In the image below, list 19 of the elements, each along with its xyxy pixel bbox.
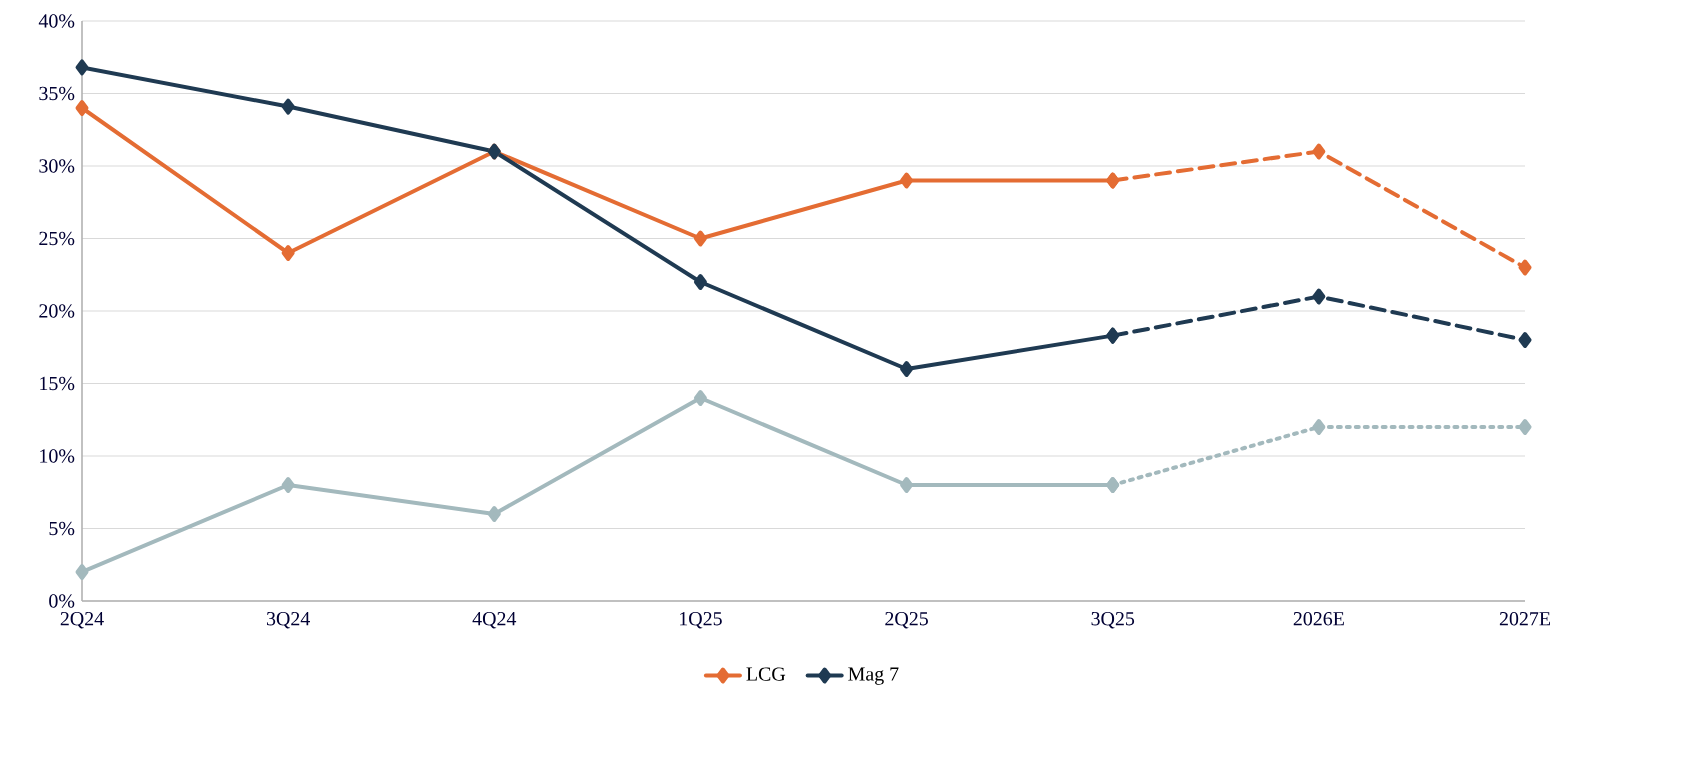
y-tick-label: 35% [39,86,75,101]
y-tick-label: 30% [39,159,75,173]
y-tick-label: 15% [40,376,75,391]
y-tick-label: 20% [39,304,75,318]
legend-label: Mag 7 [848,667,899,685]
legend-label: LCG [746,667,786,681]
x-tick-label: 4Q24 [472,612,517,629]
x-tick-label: 2026E [1293,612,1344,626]
y-tick-label: 25% [39,231,75,246]
x-tick-label: 1Q25 [680,612,722,629]
x-tick-label: 2027E [1499,612,1551,626]
x-tick-label: 2Q24 [60,612,104,629]
x-tick-label: 3Q24 [266,612,310,629]
y-tick-label: 0% [49,594,75,608]
x-tick-label: 3Q25 [1091,612,1135,629]
y-tick-label: 10% [40,449,75,463]
y-tick-label: 40% [38,14,75,28]
x-tick-label: 2Q25 [885,612,928,629]
y-tick-label: 5% [49,521,75,536]
